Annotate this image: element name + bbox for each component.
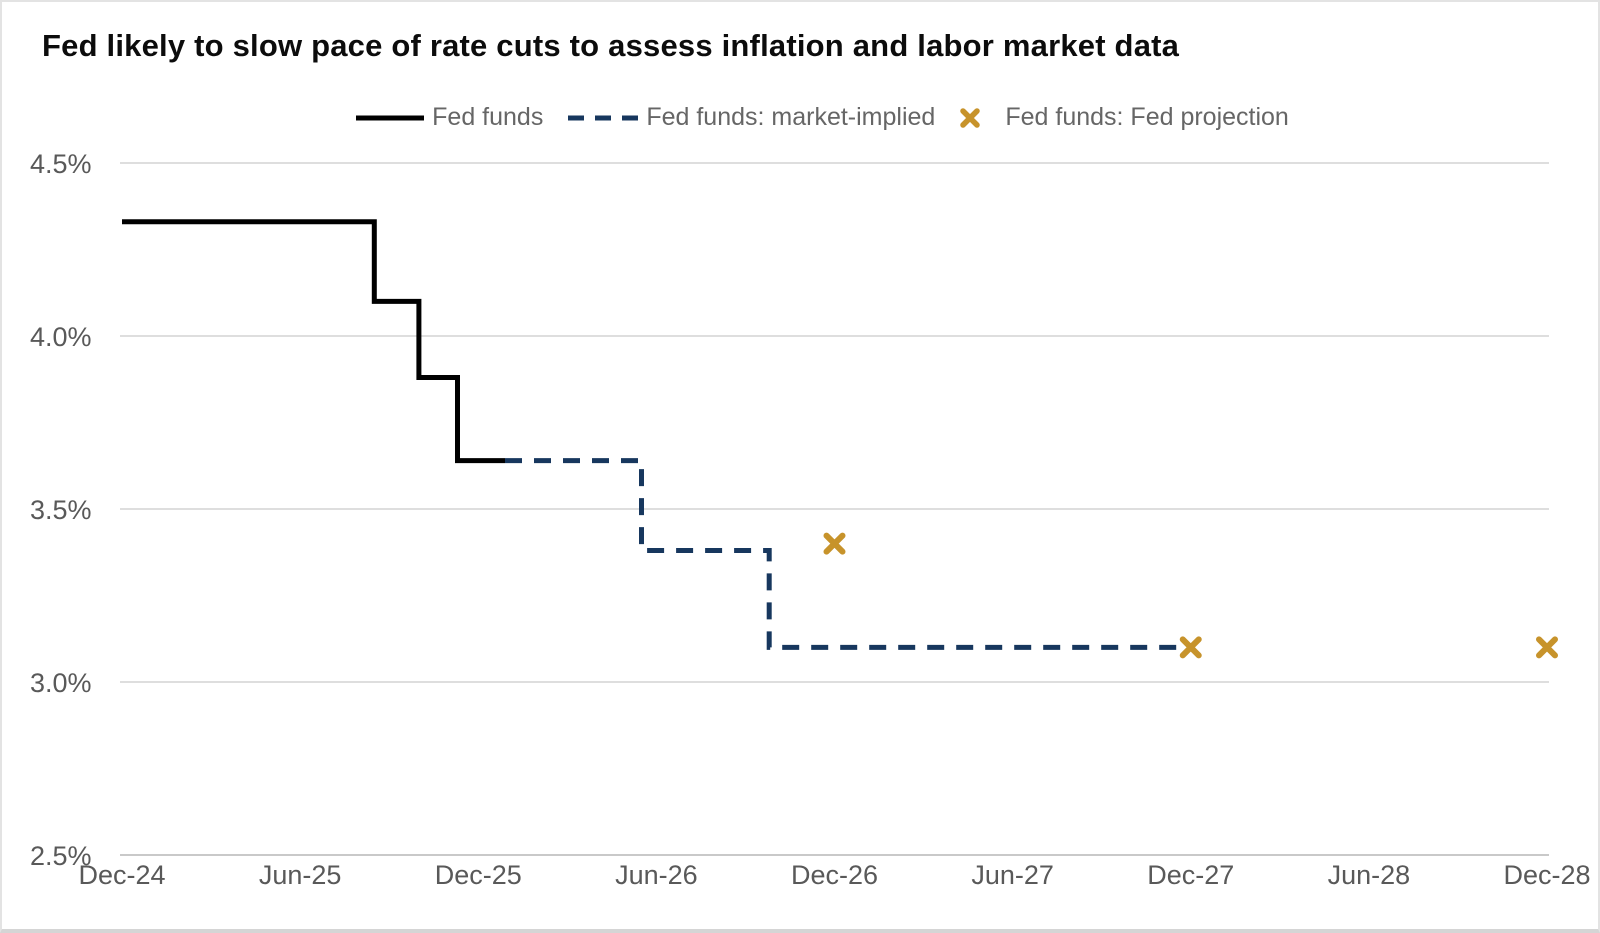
- solid-line-swatch: [356, 115, 425, 120]
- legend-item-market-implied: Fed funds: market-implied: [567, 103, 935, 132]
- x-marker: [1536, 636, 1558, 659]
- y-tick-label: 3.5%: [30, 495, 92, 525]
- x-marker-swatch: [960, 107, 981, 128]
- x-tick-label: Dec-28: [1503, 860, 1590, 890]
- legend: Fed funds Fed funds: market-implied Fed …: [2, 103, 1598, 132]
- dashed-line-swatch: [568, 115, 639, 120]
- legend-label-market-implied: Fed funds: market-implied: [646, 103, 936, 131]
- y-tick-label: 4.0%: [30, 322, 92, 352]
- fed-projection-markers: [823, 532, 1558, 659]
- x-tick-label: Dec-27: [1147, 860, 1234, 890]
- y-tick-label: 3.0%: [30, 668, 92, 698]
- chart-title: Fed likely to slow pace of rate cuts to …: [42, 28, 1180, 63]
- x-tick-label: Dec-24: [78, 860, 165, 890]
- legend-label-fed-projection: Fed funds: Fed projection: [1005, 103, 1289, 131]
- x-tick-label: Jun-26: [615, 860, 698, 890]
- x-tick-label: Dec-26: [791, 860, 878, 890]
- y-tick-label: 4.5%: [30, 149, 92, 179]
- fed-funds-line: [122, 219, 505, 464]
- legend-item-fed-projection: Fed funds: Fed projection: [959, 103, 1289, 132]
- x-tick-label: Jun-25: [259, 860, 342, 890]
- x-tick-label: Jun-28: [1328, 860, 1411, 890]
- y-tick-label: 2.5%: [30, 841, 92, 871]
- x-marker: [1179, 636, 1202, 659]
- legend-item-fed-funds: Fed funds: [355, 103, 543, 132]
- x-marker: [823, 532, 846, 555]
- market-implied-line: [505, 458, 1179, 650]
- legend-label-fed-funds: Fed funds: [432, 103, 544, 131]
- x-tick-label: Dec-25: [435, 860, 522, 890]
- x-tick-label: Jun-27: [971, 860, 1054, 890]
